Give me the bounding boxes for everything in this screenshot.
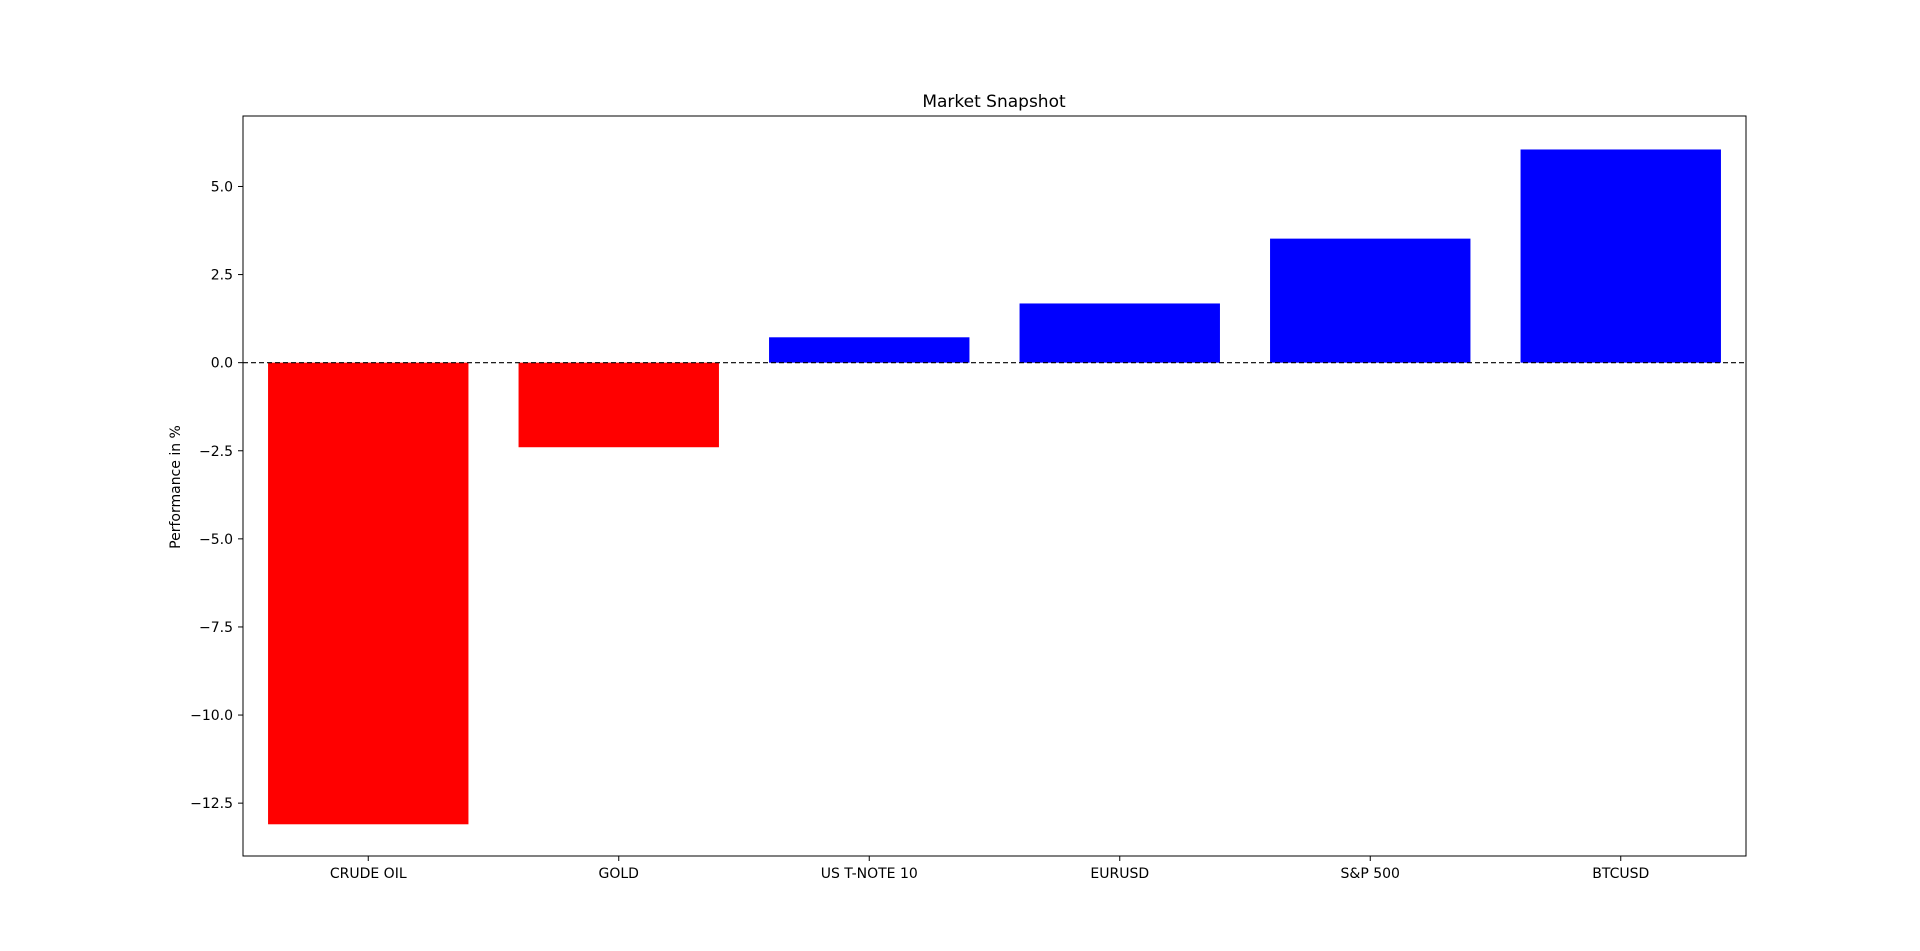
y-axis-label: Performance in % (168, 425, 184, 549)
y-tick-label: 5.0 (211, 179, 233, 195)
y-tick-label: −5.0 (199, 532, 233, 548)
bar-eurusd (1019, 303, 1220, 363)
y-tick-label: 2.5 (211, 268, 233, 284)
bar-btcusd (1520, 149, 1721, 363)
y-tick-label: 0.0 (211, 356, 233, 372)
x-tick-label: S&P 500 (1341, 866, 1400, 882)
bar-crude-oil (268, 362, 469, 825)
bar-us-t-note-10 (769, 337, 970, 363)
y-tick-label: −7.5 (199, 620, 233, 636)
y-tick-label: −12.5 (190, 796, 233, 812)
x-tick-label: BTCUSD (1592, 866, 1649, 882)
y-axis: 5.0 2.5 0.0 −2.5 −5.0 −7.5 −10.0 −12.5 (190, 179, 243, 812)
y-tick-label: −2.5 (199, 444, 233, 460)
x-axis: CRUDE OIL GOLD US T-NOTE 10 EURUSD S&P 500 BT… (330, 856, 1649, 882)
bar-gold (518, 362, 719, 448)
plot-frame (242, 115, 1747, 857)
chart-title: Market Snapshot (922, 92, 1066, 112)
x-tick-label: EURUSD (1090, 866, 1149, 882)
x-tick-label: CRUDE OIL (330, 866, 407, 882)
bars-layer (268, 149, 1721, 825)
x-tick-label: GOLD (599, 866, 639, 882)
x-tick-label: US T-NOTE 10 (821, 866, 918, 882)
bar-s-p-500 (1270, 238, 1471, 363)
y-tick-label: −10.0 (190, 708, 233, 724)
